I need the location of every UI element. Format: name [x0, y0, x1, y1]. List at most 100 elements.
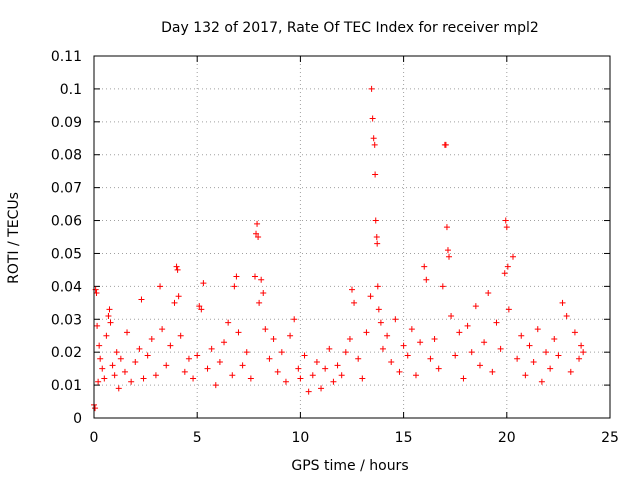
data-point — [412, 372, 419, 379]
data-point — [446, 253, 453, 260]
x-tick-label: 10 — [291, 430, 309, 446]
data-point — [198, 306, 205, 313]
data-point — [503, 224, 510, 231]
data-point — [109, 362, 116, 369]
data-point — [489, 368, 496, 375]
axis-ticks — [93, 55, 611, 419]
data-point — [194, 352, 201, 359]
data-point — [95, 378, 102, 385]
data-point — [111, 372, 118, 379]
data-point — [526, 342, 533, 349]
data-point — [522, 372, 529, 379]
x-tick-label: 5 — [193, 430, 202, 446]
data-point — [379, 345, 386, 352]
y-tick-label: 0.03 — [51, 312, 82, 328]
data-point — [547, 365, 554, 372]
y-tick-label: 0.1 — [60, 82, 82, 98]
data-point — [392, 316, 399, 323]
data-point — [231, 283, 238, 290]
data-point — [132, 359, 139, 366]
data-point — [212, 382, 219, 389]
data-point — [367, 293, 374, 300]
data-point — [101, 375, 108, 382]
data-point — [551, 336, 558, 343]
data-point — [297, 375, 304, 382]
data-point — [291, 316, 298, 323]
data-point — [295, 365, 302, 372]
data-point — [200, 280, 207, 287]
chart-title: Day 132 of 2017, Rate Of TEC Index for r… — [161, 20, 539, 36]
y-tick-label: 0.07 — [51, 181, 82, 197]
data-point — [346, 336, 353, 343]
data-point — [423, 276, 430, 283]
data-point — [452, 352, 459, 359]
data-point — [374, 240, 381, 247]
data-point — [99, 365, 106, 372]
data-point — [216, 359, 223, 366]
data-point — [313, 359, 320, 366]
y-tick-label: 0.02 — [51, 345, 82, 361]
data-point — [435, 365, 442, 372]
data-point — [243, 349, 250, 356]
data-point — [175, 293, 182, 300]
data-point — [514, 355, 521, 362]
x-tick-label: 25 — [601, 430, 619, 446]
data-point — [97, 355, 104, 362]
data-point — [501, 270, 508, 277]
data-point — [171, 299, 178, 306]
data-point — [442, 141, 449, 148]
y-tick-label: 0.11 — [51, 49, 82, 65]
data-point — [136, 345, 143, 352]
data-point — [128, 378, 135, 385]
data-point — [368, 85, 375, 92]
data-point — [94, 322, 101, 329]
y-axis-label: ROTI / TECUs — [6, 192, 22, 284]
data-point — [349, 286, 355, 293]
data-point — [543, 349, 550, 356]
data-point — [417, 339, 424, 346]
data-point — [309, 372, 316, 379]
data-point — [504, 263, 511, 270]
data-point — [287, 332, 294, 339]
data-point — [148, 336, 155, 343]
data-point — [278, 349, 285, 356]
data-point — [185, 355, 192, 362]
y-tick-label: 0 — [73, 411, 82, 427]
data-point — [235, 329, 242, 336]
data-point — [255, 234, 262, 240]
data-point — [555, 352, 562, 359]
data-point — [372, 217, 379, 224]
data-point — [107, 319, 114, 326]
data-point — [334, 362, 341, 369]
y-tick-label: 0.06 — [51, 214, 82, 230]
data-point — [408, 326, 415, 333]
data-point — [578, 342, 585, 349]
data-point — [204, 365, 211, 372]
grid-lines — [94, 56, 610, 418]
data-point — [140, 375, 147, 382]
data-point — [439, 283, 446, 290]
data-point — [225, 319, 232, 326]
data-point — [258, 276, 265, 283]
data-points — [91, 85, 587, 412]
data-point — [384, 332, 391, 339]
data-point — [518, 332, 525, 339]
data-point — [363, 329, 370, 336]
data-point — [106, 306, 113, 313]
data-point — [468, 349, 475, 356]
y-tick-label: 0.04 — [51, 279, 82, 295]
data-point — [256, 299, 263, 306]
data-point — [229, 372, 236, 379]
data-point — [177, 332, 184, 339]
data-point — [370, 135, 377, 142]
data-point — [301, 352, 308, 359]
data-point — [421, 263, 428, 270]
x-tick-labels: 0 5 10 15 20 25 — [90, 430, 619, 446]
y-tick-label: 0.05 — [51, 246, 82, 262]
data-point — [326, 345, 333, 352]
data-point — [117, 355, 124, 362]
data-point — [443, 224, 450, 231]
y-tick-label: 0.09 — [51, 115, 82, 131]
data-point — [427, 355, 434, 362]
data-point — [96, 342, 103, 349]
